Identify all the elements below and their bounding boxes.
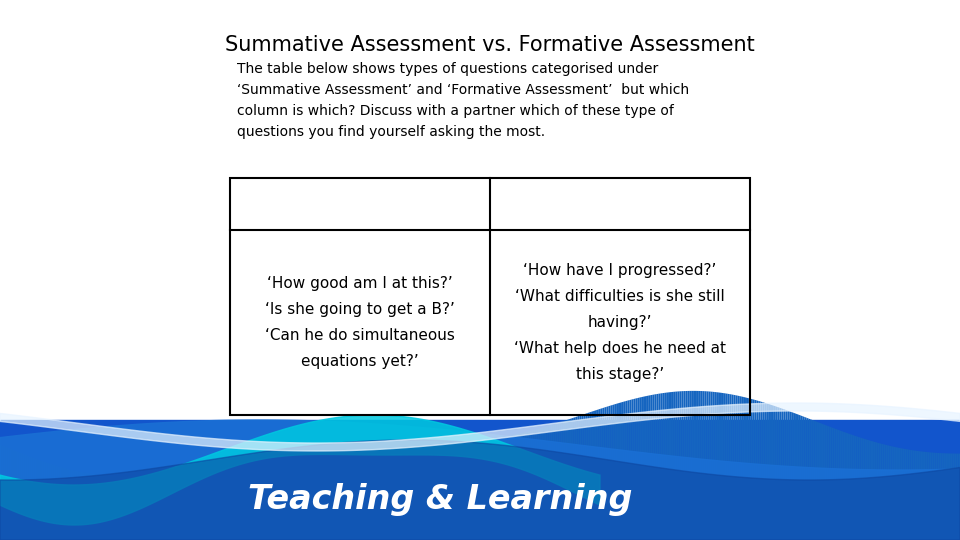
Text: questions you find yourself asking the most.: questions you find yourself asking the m… [237,125,545,139]
Text: Teaching & Learning: Teaching & Learning [248,483,633,516]
Polygon shape [0,415,600,525]
Bar [0,420,960,540]
Bar [230,178,750,415]
Polygon shape [0,440,960,540]
Polygon shape [0,420,960,540]
Text: Summative Assessment vs. Formative Assessment: Summative Assessment vs. Formative Asses… [226,35,755,55]
Text: ‘Summative Assessment’ and ‘Formative Assessment’  but which: ‘Summative Assessment’ and ‘Formative As… [237,83,689,97]
Text: column is which? Discuss with a partner which of these type of: column is which? Discuss with a partner … [237,104,674,118]
Text: The table below shows types of questions categorised under: The table below shows types of questions… [237,62,659,76]
Polygon shape [0,403,960,451]
Text: ‘How have I progressed?’
‘What difficulties is she still
having?’
‘What help doe: ‘How have I progressed?’ ‘What difficult… [514,264,726,382]
Text: ‘How good am I at this?’
‘Is she going to get a B?’
‘Can he do simultaneous
equa: ‘How good am I at this?’ ‘Is she going t… [265,276,455,369]
